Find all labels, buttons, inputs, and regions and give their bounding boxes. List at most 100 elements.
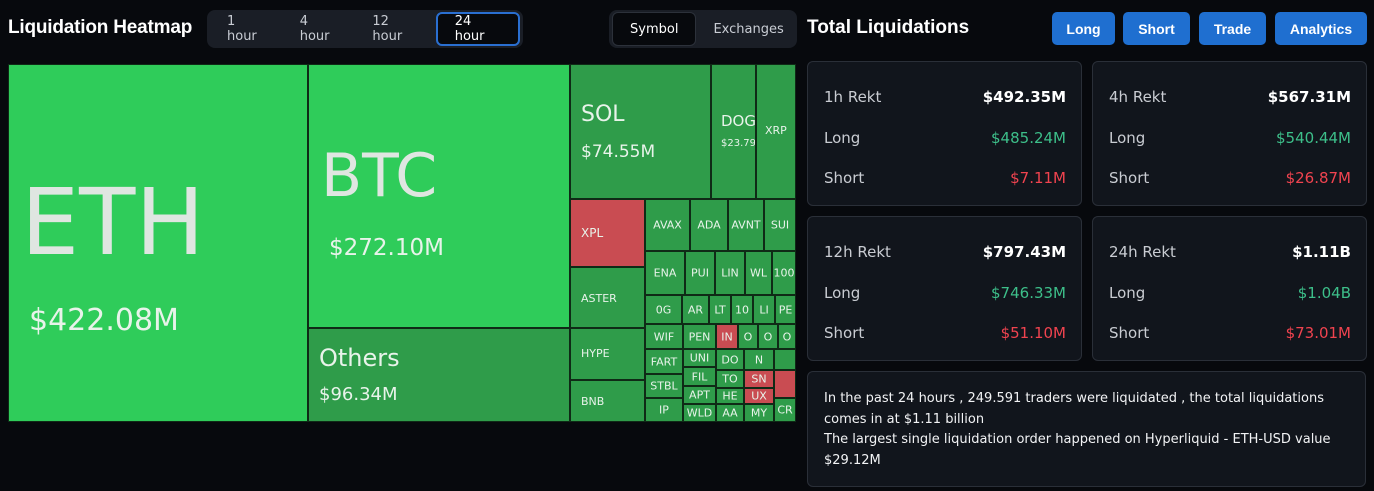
tile-misc-2[interactable] [774, 370, 796, 398]
tile-cr[interactable]: CR [774, 398, 796, 422]
tile-n[interactable]: N [744, 349, 774, 370]
tile-wlfi[interactable]: WL [745, 251, 772, 295]
heatmap-title: Liquidation Heatmap [8, 17, 193, 38]
tile-0g[interactable]: 0G [645, 295, 682, 324]
tile-10[interactable]: 10 [731, 295, 753, 324]
card-total: $567.31M [1267, 88, 1351, 106]
card-label: 1h Rekt [824, 88, 882, 106]
tile-symbol: O [782, 330, 792, 343]
tile-value: $74.55M [581, 142, 656, 162]
tile-in[interactable]: IN [716, 324, 738, 349]
long-label: Long [824, 284, 861, 302]
tile-1000[interactable]: 100 [772, 251, 796, 295]
tile-ena[interactable]: ENA [645, 251, 685, 295]
short-button[interactable]: Short [1123, 12, 1190, 45]
tile-o2[interactable]: O [758, 324, 778, 349]
tile-stbl[interactable]: STBL [645, 374, 683, 398]
short-label: Short [1109, 169, 1150, 187]
tile-apt[interactable]: APT [683, 386, 716, 404]
tile-avax[interactable]: AVAX [645, 199, 690, 251]
tile-dot[interactable]: DO [716, 349, 744, 370]
tile-xpl[interactable]: XPL [570, 199, 645, 267]
short-value: $7.11M [1010, 169, 1066, 187]
tile-link[interactable]: LIN [715, 251, 745, 295]
tab-24-hour[interactable]: 24 hour [435, 12, 520, 46]
tile-pe[interactable]: PE [775, 295, 796, 324]
long-label: Long [1109, 129, 1146, 147]
tab-4-hour[interactable]: 4 hour [299, 14, 330, 44]
tile-symbol: O [743, 330, 753, 343]
tile-misc-1[interactable] [774, 349, 796, 370]
tile-hype[interactable]: HYPE [570, 328, 645, 380]
tile-ton[interactable]: TO [716, 370, 744, 388]
tile-symbol: STBL [650, 379, 678, 393]
tile-fart[interactable]: FART [645, 349, 683, 374]
tile-ip[interactable]: IP [645, 398, 683, 422]
tile-symbol: HE [722, 389, 738, 403]
card-long-row: Long $485.24M [824, 128, 1066, 148]
tile-symbol: IN [721, 330, 733, 343]
tile-xrp[interactable]: XRP [756, 64, 796, 199]
tile-eth[interactable]: ETH $422.08M [8, 64, 308, 422]
liquidation-summary: In the past 24 hours , 249.591 traders w… [807, 371, 1366, 487]
long-button[interactable]: Long [1052, 12, 1115, 45]
tile-aster[interactable]: ASTER [570, 267, 645, 328]
tab-exchanges[interactable]: Exchanges [713, 21, 784, 37]
tile-pengu[interactable]: PEN [683, 324, 716, 349]
tile-ux[interactable]: UX [744, 388, 774, 404]
tile-snx[interactable]: SN [744, 370, 774, 388]
tile-bnb[interactable]: BNB [570, 380, 645, 422]
card-header-row: 4h Rekt $567.31M [1109, 87, 1351, 107]
tile-symbol: CR [777, 403, 793, 417]
trade-button[interactable]: Trade [1199, 12, 1266, 45]
tile-symbol: ETH [21, 169, 205, 276]
tile-symbol: LI [759, 303, 769, 316]
tile-fil[interactable]: FIL [683, 367, 716, 386]
long-value: $540.44M [1276, 129, 1351, 147]
card-1h-rekt: 1h Rekt $492.35M Long $485.24M Short $7.… [807, 61, 1082, 206]
tile-my[interactable]: MY [744, 404, 774, 422]
tile-ltc[interactable]: LT [709, 295, 731, 324]
tile-avnt[interactable]: AVNT [728, 199, 764, 251]
analytics-button[interactable]: Analytics [1275, 12, 1367, 45]
tab-symbol[interactable]: Symbol [612, 12, 697, 46]
summary-line-2: The largest single liquidation order hap… [824, 432, 1331, 468]
tile-symbol: PE [778, 303, 793, 316]
tile-others[interactable]: Others $96.34M [308, 328, 570, 422]
card-label: 4h Rekt [1109, 88, 1167, 106]
card-label: 24h Rekt [1109, 243, 1176, 261]
tile-symbol: FART [650, 355, 678, 368]
card-long-row: Long $1.04B [1109, 283, 1351, 303]
card-12h-rekt: 12h Rekt $797.43M Long $746.33M Short $5… [807, 216, 1082, 361]
tile-symbol: BTC [321, 141, 438, 211]
short-label: Short [824, 324, 865, 342]
card-24h-rekt: 24h Rekt $1.11B Long $1.04B Short $73.01… [1092, 216, 1367, 361]
tile-symbol: AR [687, 303, 704, 316]
tile-symbol: 0G [655, 303, 672, 316]
tile-hbar[interactable]: HE [716, 388, 744, 404]
tile-sol[interactable]: SOL $74.55M [570, 64, 711, 199]
tile-symbol: PEN [688, 330, 711, 343]
tile-wld[interactable]: WLD [683, 404, 716, 422]
card-long-row: Long $746.33M [824, 283, 1066, 303]
tile-aa[interactable]: AA [716, 404, 744, 422]
tile-pump[interactable]: PUI [685, 251, 715, 295]
long-value: $485.24M [991, 129, 1066, 147]
tile-li[interactable]: LI [753, 295, 775, 324]
tab-12-hour[interactable]: 12 hour [372, 14, 403, 44]
tile-arb[interactable]: AR [682, 295, 709, 324]
tile-ada[interactable]: ADA [690, 199, 728, 251]
tab-1-hour[interactable]: 1 hour [227, 14, 257, 44]
card-4h-rekt: 4h Rekt $567.31M Long $540.44M Short $26… [1092, 61, 1367, 206]
tile-uni[interactable]: UNI [683, 349, 716, 367]
tile-btc[interactable]: BTC $272.10M [308, 64, 570, 328]
tile-o3[interactable]: O [778, 324, 796, 349]
tile-symbol: XPL [581, 226, 604, 240]
tile-sui[interactable]: SUI [764, 199, 796, 251]
tile-symbol: PUI [691, 266, 709, 280]
tile-symbol: HYPE [581, 347, 610, 360]
tile-symbol: APT [689, 388, 710, 402]
tile-doge[interactable]: DOG $23.79 [711, 64, 756, 199]
tile-wif[interactable]: WIF [645, 324, 683, 349]
tile-o1[interactable]: O [738, 324, 758, 349]
